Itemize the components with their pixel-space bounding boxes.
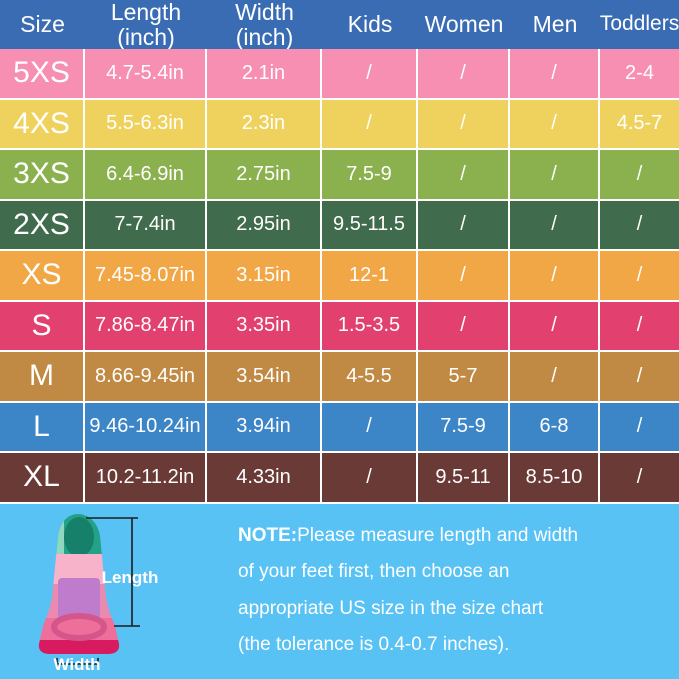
cell-width: 3.15in bbox=[207, 251, 322, 300]
cell-kids: / bbox=[322, 453, 418, 502]
cell-men: / bbox=[510, 150, 600, 199]
cell-size: 3XS bbox=[0, 150, 85, 199]
cell-men: / bbox=[510, 200, 600, 249]
cell-men: / bbox=[510, 49, 600, 98]
cell-toddlers: / bbox=[636, 364, 643, 387]
cell-length: 8.66-9.45in bbox=[85, 352, 207, 401]
cell-width: 2.95in bbox=[207, 200, 322, 249]
note-label: NOTE: bbox=[238, 524, 298, 546]
cell-women: 9.5-11 bbox=[418, 453, 510, 502]
column-header-width: Width (inch) bbox=[235, 0, 294, 49]
cell-women: / bbox=[418, 200, 510, 249]
cell-size: 5XS bbox=[0, 49, 85, 98]
cell-width: 3.35in bbox=[207, 301, 322, 350]
column-header-length: Length (inch) bbox=[110, 0, 182, 49]
table-row-5xs: 5XS 4.7-5.4in 2.1in / / / 2-4 bbox=[0, 49, 679, 100]
width-label: Width bbox=[53, 655, 100, 674]
table-row-4xs: 4XS 5.5-6.3in 2.3in / / / 4.5-7 bbox=[0, 99, 679, 150]
cell-women: 7.5-9 bbox=[418, 402, 510, 451]
length-label: Length bbox=[102, 568, 159, 587]
cell-width: 2.75in bbox=[207, 150, 322, 199]
cell-kids: 7.5-9 bbox=[322, 150, 418, 199]
note-line-2: of your feet first, then choose an bbox=[238, 561, 510, 582]
column-header-toddlers: Toddlers bbox=[600, 12, 679, 36]
cell-length: 7.86-8.47in bbox=[85, 301, 207, 350]
cell-width: 2.3in bbox=[207, 99, 322, 148]
cell-men: 6-8 bbox=[510, 402, 600, 451]
footer-panel: Length Width NOTE:Please measure length … bbox=[0, 503, 679, 679]
cell-length: 6.4-6.9in bbox=[85, 150, 207, 199]
cell-length: 10.2-11.2in bbox=[85, 453, 207, 502]
cell-men: / bbox=[510, 251, 600, 300]
cell-toddlers: 2-4 bbox=[625, 61, 654, 84]
cell-women: / bbox=[418, 251, 510, 300]
fin-magenta-band bbox=[38, 639, 120, 654]
width-dimension bbox=[56, 657, 99, 670]
cell-length: 5.5-6.3in bbox=[85, 99, 207, 148]
column-header-men: Men bbox=[532, 11, 578, 38]
cell-width: 3.94in bbox=[207, 402, 322, 451]
cell-size: S bbox=[0, 301, 85, 350]
cell-size: L bbox=[0, 402, 85, 451]
cell-women: / bbox=[418, 150, 510, 199]
table-header-row: Size Length (inch) Width (inch) Kids Wom… bbox=[0, 0, 679, 49]
cell-size: M bbox=[0, 352, 85, 401]
fin-mint-edge bbox=[56, 513, 64, 554]
cell-size: XS bbox=[0, 251, 85, 300]
cell-kids: 4-5.5 bbox=[322, 352, 418, 401]
cell-men: 8.5-10 bbox=[510, 453, 600, 502]
cell-toddlers: / bbox=[636, 162, 643, 185]
cell-toddlers: / bbox=[636, 415, 643, 438]
table-row-xs: XS 7.45-8.07in 3.15in 12-1 / / / bbox=[0, 251, 679, 302]
table-row-3xs: 3XS 6.4-6.9in 2.75in 7.5-9 / / / bbox=[0, 150, 679, 201]
note-line-3: appropriate US size in the size chart bbox=[238, 597, 544, 619]
cell-width: 2.1in bbox=[207, 49, 322, 98]
fin-toe-opening bbox=[64, 516, 94, 557]
table-row-l: L 9.46-10.24in 3.94in / 7.5-9 6-8 / bbox=[0, 402, 679, 453]
cell-women: 5-7 bbox=[418, 352, 510, 401]
cell-kids: / bbox=[322, 99, 418, 148]
cell-length: 7-7.4in bbox=[85, 200, 207, 249]
note-line-1: NOTE:Please measure length and width bbox=[238, 524, 579, 546]
table-row-s: S 7.86-8.47in 3.35in 1.5-3.5 / / / bbox=[0, 301, 679, 352]
note-text: NOTE:Please measure length and width of … bbox=[238, 518, 658, 664]
cell-length: 7.45-8.07in bbox=[85, 251, 207, 300]
table-row-m: M 8.66-9.45in 3.54in 4-5.5 5-7 / / bbox=[0, 352, 679, 403]
column-header-kids: Kids bbox=[347, 11, 393, 38]
fin-foot-pocket bbox=[51, 612, 107, 641]
length-dimension bbox=[86, 516, 140, 627]
cell-width: 4.33in bbox=[207, 453, 322, 502]
cell-kids: / bbox=[322, 49, 418, 98]
cell-men: / bbox=[510, 301, 600, 350]
table-row-xl: XL 10.2-11.2in 4.33in / 9.5-11 8.5-10 / bbox=[0, 453, 679, 504]
cell-men: / bbox=[510, 352, 600, 401]
cell-toddlers: / bbox=[636, 263, 643, 286]
column-header-size: Size bbox=[20, 11, 65, 38]
cell-size: XL bbox=[0, 453, 85, 502]
cell-kids: 9.5-11.5 bbox=[322, 200, 418, 249]
cell-women: / bbox=[418, 49, 510, 98]
cell-men: / bbox=[510, 99, 600, 148]
cell-toddlers: / bbox=[636, 465, 643, 488]
cell-length: 4.7-5.4in bbox=[85, 49, 207, 98]
cell-toddlers: 4.5-7 bbox=[616, 112, 663, 135]
column-header-women: Women bbox=[424, 11, 504, 38]
cell-toddlers: / bbox=[636, 213, 643, 236]
note-line-4: (the tolerance is 0.4-0.7 inches). bbox=[238, 634, 510, 655]
fin-purple-patch bbox=[58, 577, 100, 622]
cell-women: / bbox=[418, 99, 510, 148]
fin-diagram: Length Width bbox=[38, 513, 159, 674]
cell-kids: / bbox=[322, 402, 418, 451]
cell-width: 3.54in bbox=[207, 352, 322, 401]
table-row-2xs: 2XS 7-7.4in 2.95in 9.5-11.5 / / / bbox=[0, 200, 679, 251]
cell-toddlers: / bbox=[636, 314, 643, 337]
cell-length: 9.46-10.24in bbox=[85, 402, 207, 451]
cell-kids: 1.5-3.5 bbox=[322, 301, 418, 350]
cell-women: / bbox=[418, 301, 510, 350]
cell-size: 4XS bbox=[0, 99, 85, 148]
cell-size: 2XS bbox=[0, 200, 85, 249]
cell-kids: 12-1 bbox=[322, 251, 418, 300]
